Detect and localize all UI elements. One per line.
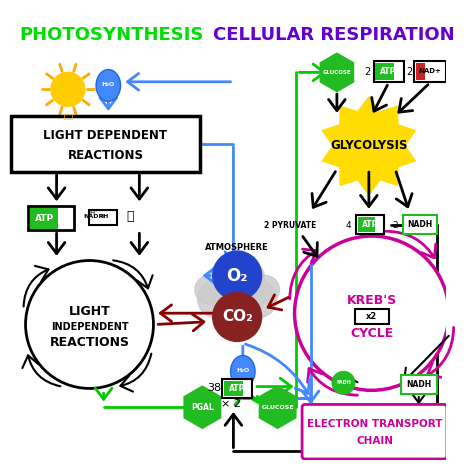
Polygon shape — [320, 54, 353, 91]
Text: GLUCOSE: GLUCOSE — [261, 405, 294, 410]
Circle shape — [251, 275, 280, 304]
FancyBboxPatch shape — [414, 61, 446, 82]
FancyBboxPatch shape — [375, 63, 394, 80]
Circle shape — [210, 262, 242, 293]
Circle shape — [220, 251, 254, 285]
Circle shape — [232, 262, 264, 293]
Circle shape — [211, 268, 264, 321]
Text: × 2: × 2 — [220, 400, 241, 410]
Text: 〜: 〜 — [63, 113, 73, 118]
Text: 38: 38 — [208, 383, 222, 393]
Circle shape — [195, 275, 223, 304]
Circle shape — [198, 280, 235, 318]
Polygon shape — [184, 387, 220, 428]
FancyBboxPatch shape — [403, 215, 437, 234]
FancyBboxPatch shape — [355, 310, 389, 325]
Text: 2 PYRUVATE: 2 PYRUVATE — [264, 221, 316, 230]
Circle shape — [332, 372, 355, 394]
Circle shape — [51, 73, 85, 106]
Polygon shape — [322, 97, 415, 195]
FancyBboxPatch shape — [222, 379, 252, 398]
FancyBboxPatch shape — [28, 206, 73, 230]
Text: GLYCOLYSIS: GLYCOLYSIS — [330, 139, 408, 152]
Text: H₂O: H₂O — [236, 368, 249, 373]
FancyBboxPatch shape — [30, 208, 58, 228]
Text: 2: 2 — [392, 221, 398, 230]
Text: PGAL: PGAL — [191, 403, 214, 412]
FancyBboxPatch shape — [416, 63, 425, 80]
FancyBboxPatch shape — [356, 215, 384, 234]
Text: ELECTRON TRANSPORT: ELECTRON TRANSPORT — [307, 419, 442, 429]
FancyBboxPatch shape — [374, 61, 404, 82]
Polygon shape — [260, 387, 296, 428]
Text: H⁺: H⁺ — [90, 210, 99, 217]
Circle shape — [213, 251, 262, 300]
Text: CHAIN: CHAIN — [356, 437, 393, 447]
Circle shape — [26, 261, 154, 388]
Circle shape — [239, 280, 277, 318]
FancyBboxPatch shape — [224, 381, 243, 396]
Text: ATMOSPHERE: ATMOSPHERE — [205, 243, 269, 252]
Text: REACTIONS: REACTIONS — [67, 149, 144, 162]
Text: ATP: ATP — [381, 67, 397, 76]
Text: CELLULAR RESPIRATION: CELLULAR RESPIRATION — [213, 26, 455, 44]
Text: 2: 2 — [364, 67, 370, 77]
FancyBboxPatch shape — [11, 116, 200, 172]
Text: INDEPENDENT: INDEPENDENT — [51, 322, 128, 332]
Text: x2: x2 — [366, 312, 377, 321]
FancyBboxPatch shape — [357, 217, 374, 232]
Circle shape — [294, 236, 449, 390]
Text: GLUCOSE: GLUCOSE — [323, 70, 351, 75]
Text: FADH: FADH — [336, 380, 351, 385]
Text: ⊕: ⊕ — [100, 214, 104, 219]
Text: PHOTOSYNTHESIS: PHOTOSYNTHESIS — [19, 26, 203, 44]
Text: 2: 2 — [406, 67, 412, 77]
Text: NAD+: NAD+ — [419, 68, 441, 74]
Text: NADPH: NADPH — [83, 214, 109, 219]
Text: ATP: ATP — [229, 384, 246, 393]
Text: 4: 4 — [346, 221, 351, 230]
Text: H₂O: H₂O — [102, 82, 115, 87]
Text: 🚚: 🚚 — [126, 210, 134, 223]
Text: ATP: ATP — [35, 214, 54, 223]
Text: CYCLE: CYCLE — [350, 328, 393, 340]
Text: REACTIONS: REACTIONS — [49, 336, 129, 349]
FancyBboxPatch shape — [89, 210, 117, 225]
Text: KREB'S: KREB'S — [346, 293, 397, 307]
Polygon shape — [231, 356, 255, 387]
Text: ATP: ATP — [362, 220, 378, 229]
FancyBboxPatch shape — [401, 375, 437, 394]
Text: O₂: O₂ — [227, 266, 248, 284]
Circle shape — [213, 292, 262, 341]
Polygon shape — [96, 70, 120, 101]
Text: LIGHT: LIGHT — [69, 305, 110, 318]
Text: LIGHT DEPENDENT: LIGHT DEPENDENT — [44, 129, 167, 142]
Text: NADH: NADH — [407, 220, 432, 229]
Text: NADH: NADH — [406, 380, 431, 389]
FancyBboxPatch shape — [302, 404, 447, 459]
Text: CO₂: CO₂ — [222, 310, 253, 325]
